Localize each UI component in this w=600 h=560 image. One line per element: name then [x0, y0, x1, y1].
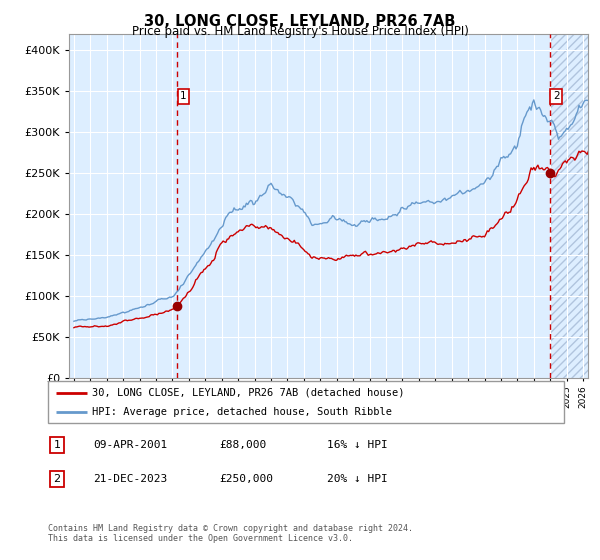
Bar	[550, 34, 588, 378]
Text: 30, LONG CLOSE, LEYLAND, PR26 7AB: 30, LONG CLOSE, LEYLAND, PR26 7AB	[145, 14, 455, 29]
FancyBboxPatch shape	[48, 381, 564, 423]
Text: HPI: Average price, detached house, South Ribble: HPI: Average price, detached house, Sout…	[92, 407, 392, 417]
Text: 1: 1	[180, 91, 187, 101]
Text: 21-DEC-2023: 21-DEC-2023	[93, 474, 167, 484]
Text: Contains HM Land Registry data © Crown copyright and database right 2024.: Contains HM Land Registry data © Crown c…	[48, 524, 413, 533]
Text: Price paid vs. HM Land Registry's House Price Index (HPI): Price paid vs. HM Land Registry's House …	[131, 25, 469, 38]
Text: 16% ↓ HPI: 16% ↓ HPI	[327, 440, 388, 450]
Text: £250,000: £250,000	[219, 474, 273, 484]
Text: 1: 1	[53, 440, 61, 450]
Text: 2: 2	[553, 91, 560, 101]
Text: £88,000: £88,000	[219, 440, 266, 450]
Text: This data is licensed under the Open Government Licence v3.0.: This data is licensed under the Open Gov…	[48, 534, 353, 543]
Text: 2: 2	[53, 474, 61, 484]
Bar	[550, 34, 588, 378]
Text: 09-APR-2001: 09-APR-2001	[93, 440, 167, 450]
Text: 30, LONG CLOSE, LEYLAND, PR26 7AB (detached house): 30, LONG CLOSE, LEYLAND, PR26 7AB (detac…	[92, 388, 404, 398]
Text: 20% ↓ HPI: 20% ↓ HPI	[327, 474, 388, 484]
